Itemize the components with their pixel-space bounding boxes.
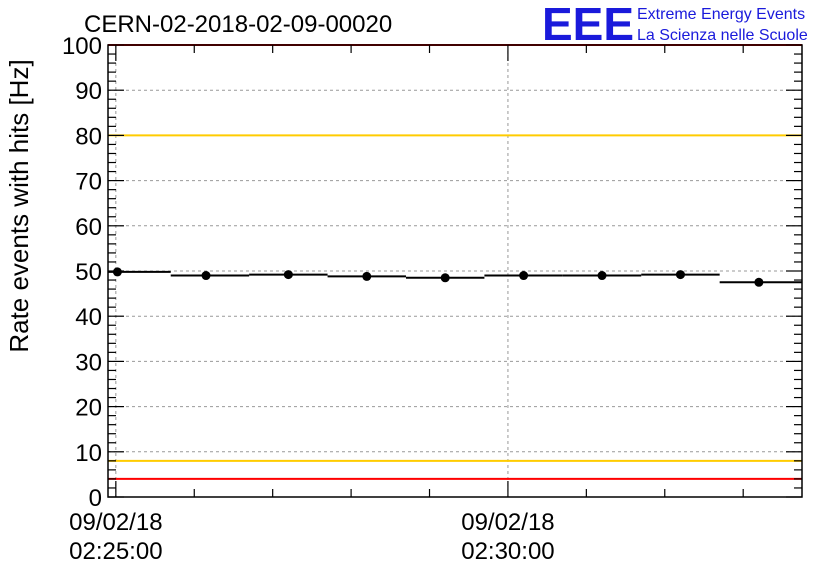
data-point xyxy=(597,271,607,281)
grid-lines xyxy=(108,45,802,497)
y-tick-label: 40 xyxy=(75,304,102,331)
x-tick-time: 02:25:00 xyxy=(69,538,162,565)
chart-title: CERN-02-2018-02-09-00020 xyxy=(84,11,392,38)
data-point xyxy=(201,271,211,281)
y-tick-label: 70 xyxy=(75,169,102,196)
x-tick-date: 09/02/18 xyxy=(69,509,162,536)
y-axis-ticks: 0 10 20 30 40 50 60 70 80 90 100 xyxy=(62,33,802,512)
data-point xyxy=(112,267,122,277)
eee-logo: EEE Extreme Energy Events La Scienza nel… xyxy=(542,0,808,50)
logo-line1: Extreme Energy Events xyxy=(637,6,805,23)
reference-lines xyxy=(108,44,802,480)
y-tick-label: 0 xyxy=(89,485,102,512)
data-point xyxy=(675,270,685,280)
y-tick-label: 30 xyxy=(75,349,102,376)
data-series xyxy=(108,267,802,287)
data-point xyxy=(283,270,293,280)
x-tick-time: 02:30:00 xyxy=(461,538,554,565)
y-tick-label: 10 xyxy=(75,440,102,467)
data-point xyxy=(519,271,529,281)
logo-letters: EEE xyxy=(542,0,634,50)
y-tick-label: 80 xyxy=(75,123,102,150)
data-point xyxy=(362,271,372,281)
logo-line2: La Scienza nelle Scuole xyxy=(637,27,808,44)
data-point xyxy=(440,273,450,283)
y-tick-label: 90 xyxy=(75,78,102,105)
x-tick-date: 09/02/18 xyxy=(461,509,554,536)
y-tick-label: 20 xyxy=(75,395,102,422)
data-point xyxy=(754,277,764,287)
y-tick-label: 100 xyxy=(62,33,102,60)
y-tick-label: 50 xyxy=(75,259,102,286)
y-axis-label: Rate events with hits [Hz] xyxy=(4,59,34,352)
y-tick-label: 60 xyxy=(75,214,102,241)
